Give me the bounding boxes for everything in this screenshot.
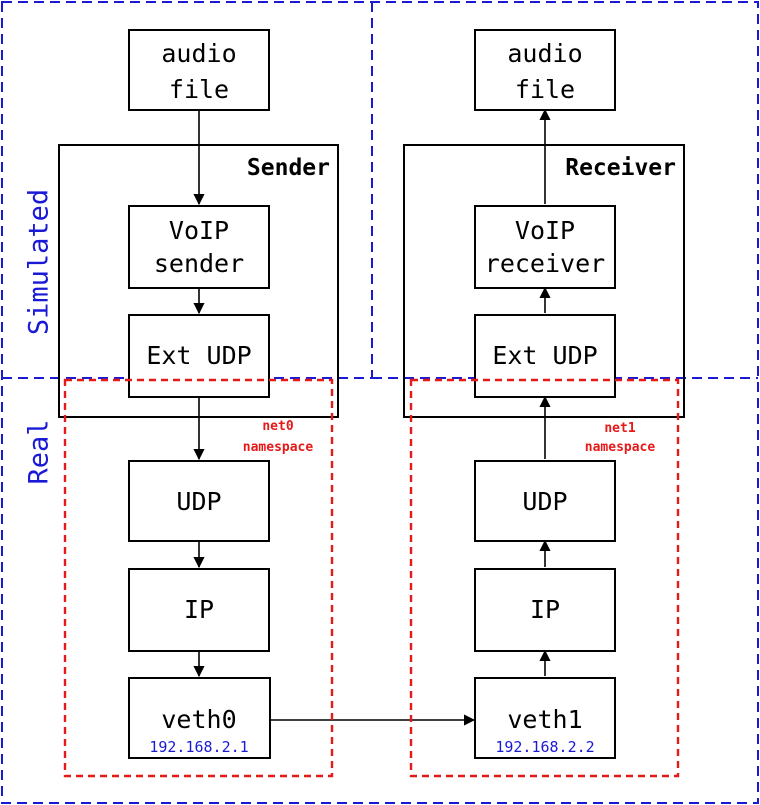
net0-namespace-border: [63, 378, 334, 778]
receiver-audio-file-line2: file: [515, 75, 575, 104]
receiver-audio-file-box: [474, 29, 616, 111]
sender-audio-file-line1: audio: [161, 39, 236, 68]
sender-udp-box: [128, 460, 270, 542]
voip-receiver-box: [474, 205, 616, 289]
voip-receiver-line2: receiver: [485, 249, 605, 278]
voip-receiver-line1: VoIP: [515, 216, 575, 245]
receiver-ext-udp-label: Ext UDP: [492, 341, 597, 370]
net1-namespace-line1: net1: [604, 421, 635, 436]
sender-audio-file-line2: file: [169, 75, 229, 104]
net0-namespace-line1: net0: [262, 419, 293, 434]
receiver-udp-label: UDP: [522, 487, 567, 516]
voip-sender-box: [128, 205, 270, 289]
voip-sender-line1: VoIP: [169, 216, 229, 245]
veth1-box: [474, 677, 616, 759]
region-label-simulated: Simulated: [24, 189, 55, 335]
net1-namespace-border: [409, 378, 680, 778]
net0-namespace-line2: namespace: [243, 440, 314, 455]
voip-sender-line2: sender: [154, 249, 244, 278]
veth0-label: veth0: [161, 705, 236, 734]
sender-title: Sender: [247, 155, 330, 181]
veth0-box: [128, 677, 271, 759]
region-label-real: Real: [24, 419, 55, 484]
sender-udp-label: UDP: [176, 487, 221, 516]
receiver-udp-box: [474, 460, 616, 542]
sender-ext-udp-box: [128, 314, 270, 398]
sender-ip-box: [128, 568, 270, 652]
receiver-frame: [403, 144, 685, 418]
veth1-ip-address: 192.168.2.2: [495, 738, 594, 756]
receiver-ip-label: IP: [530, 595, 560, 624]
receiver-ext-udp-box: [474, 314, 616, 398]
sender-ext-udp-label: Ext UDP: [146, 341, 251, 370]
sender-ip-label: IP: [184, 595, 214, 624]
receiver-title: Receiver: [565, 155, 676, 181]
receiver-ip-box: [474, 568, 616, 652]
receiver-audio-file-line1: audio: [507, 39, 582, 68]
sender-audio-file-box: [128, 29, 270, 111]
veth1-label: veth1: [507, 705, 582, 734]
veth0-ip-address: 192.168.2.1: [149, 738, 248, 756]
net1-namespace-line2: namespace: [585, 440, 656, 455]
